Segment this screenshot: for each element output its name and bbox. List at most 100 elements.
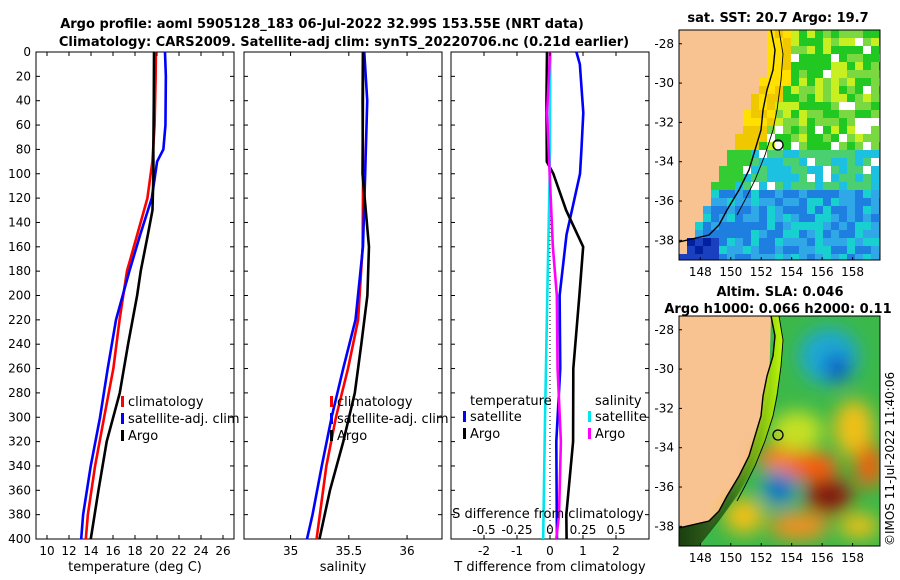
sst-cell [831,110,840,119]
sst-cell [847,142,856,151]
sst-cell [767,206,776,215]
sst-cell [863,94,872,103]
sst-cell [855,222,864,231]
sla-map-image [679,316,880,546]
sst-cell [695,238,704,247]
sst-cell [847,126,856,135]
sst-cell [695,246,704,255]
sst-cell [823,118,832,127]
sst-cell [807,78,816,87]
sla-map-frame [678,315,881,547]
sst-cell [791,206,800,215]
sst-cell [871,54,880,63]
sst-cell [751,166,760,175]
map-ytick-label: -32 [654,401,674,415]
s-diff-tick-label: -0.5 [472,523,495,537]
sst-cell [759,174,768,183]
sst-cell [839,62,848,71]
sst-cell [839,206,848,215]
sst-cell [831,254,840,260]
sst-cell [775,70,784,79]
sst-cell [839,166,848,175]
sst-cell [823,246,832,255]
sst-cell [807,62,816,71]
sst-cell [799,142,808,151]
map-xtick-label: 148 [689,551,712,565]
sst-cell [783,94,792,103]
legend-satellite-adj: satellite-adj. clim [128,412,240,427]
sst-cell [839,30,848,39]
sst-cell [791,78,800,87]
sst-cell [727,182,736,191]
depth-tick-label: 40 [16,94,31,108]
sst-cell [751,198,760,207]
sst-cell [855,142,864,151]
temperature-axes [35,51,235,540]
sst-cell [775,158,784,167]
sst-cell [791,158,800,167]
sst-cell [871,126,880,135]
sst-cell [783,30,792,39]
sst-cell [799,62,808,71]
sst-cell [783,222,792,231]
sst-cell [799,198,808,207]
sst-cell [711,182,720,191]
s-legend-climatology: climatology [337,395,413,410]
sst-cell [775,214,784,223]
sst-cell [839,158,848,167]
sst-cell [847,166,856,175]
sst-cell [727,230,736,239]
sst-cell [855,70,864,79]
sst-cell [815,86,824,95]
sst-cell [839,254,848,260]
sst-cell [767,62,776,71]
sst-cell [767,182,776,191]
sst-cell [711,214,720,223]
sst-cell [799,190,808,199]
sst-cell [831,198,840,207]
sst-cell [767,118,776,127]
sst-cell [799,254,808,260]
sst-cell [823,70,832,79]
sst-cell [831,246,840,255]
sst-cell [783,158,792,167]
sst-cell [871,158,880,167]
sst-cell [743,142,752,151]
sst-cell [823,166,832,175]
sst-cell [863,118,872,127]
sst-cell [871,38,880,47]
sst-cell [831,118,840,127]
sst-cell [831,134,840,143]
sst-cell [871,166,880,175]
sst-cell [791,150,800,159]
sst-cell [783,182,792,191]
sst-cell [863,222,872,231]
sst-cell [823,254,832,260]
sst-cell [807,214,816,223]
xtick-label: 24 [193,544,208,558]
sst-cell [871,30,880,39]
d-legend-swatch-s-argo [588,428,591,439]
sst-cell [735,174,744,183]
sst-cell [815,254,824,260]
map-ytick-label: -34 [654,441,674,455]
sst-cell [791,86,800,95]
sst-cell [775,230,784,239]
sst-cell [751,150,760,159]
xtick-label: 22 [171,544,186,558]
sst-cell [863,46,872,55]
sst-cell [767,102,776,111]
sst-cell [743,158,752,167]
sst-cell [799,78,808,87]
sst-cell [735,238,744,247]
sst-cell [871,86,880,95]
sst-cell [831,126,840,135]
temperature-panel: 10 12 14 16 18 20 22 24 260204060801001201401601… [8,45,240,575]
sst-cell [855,62,864,71]
sst-cell [767,86,776,95]
sst-cell [775,206,784,215]
sst-cell [791,198,800,207]
sst-cell [815,182,824,191]
sst-cell [727,158,736,167]
sst-cell [815,190,824,199]
